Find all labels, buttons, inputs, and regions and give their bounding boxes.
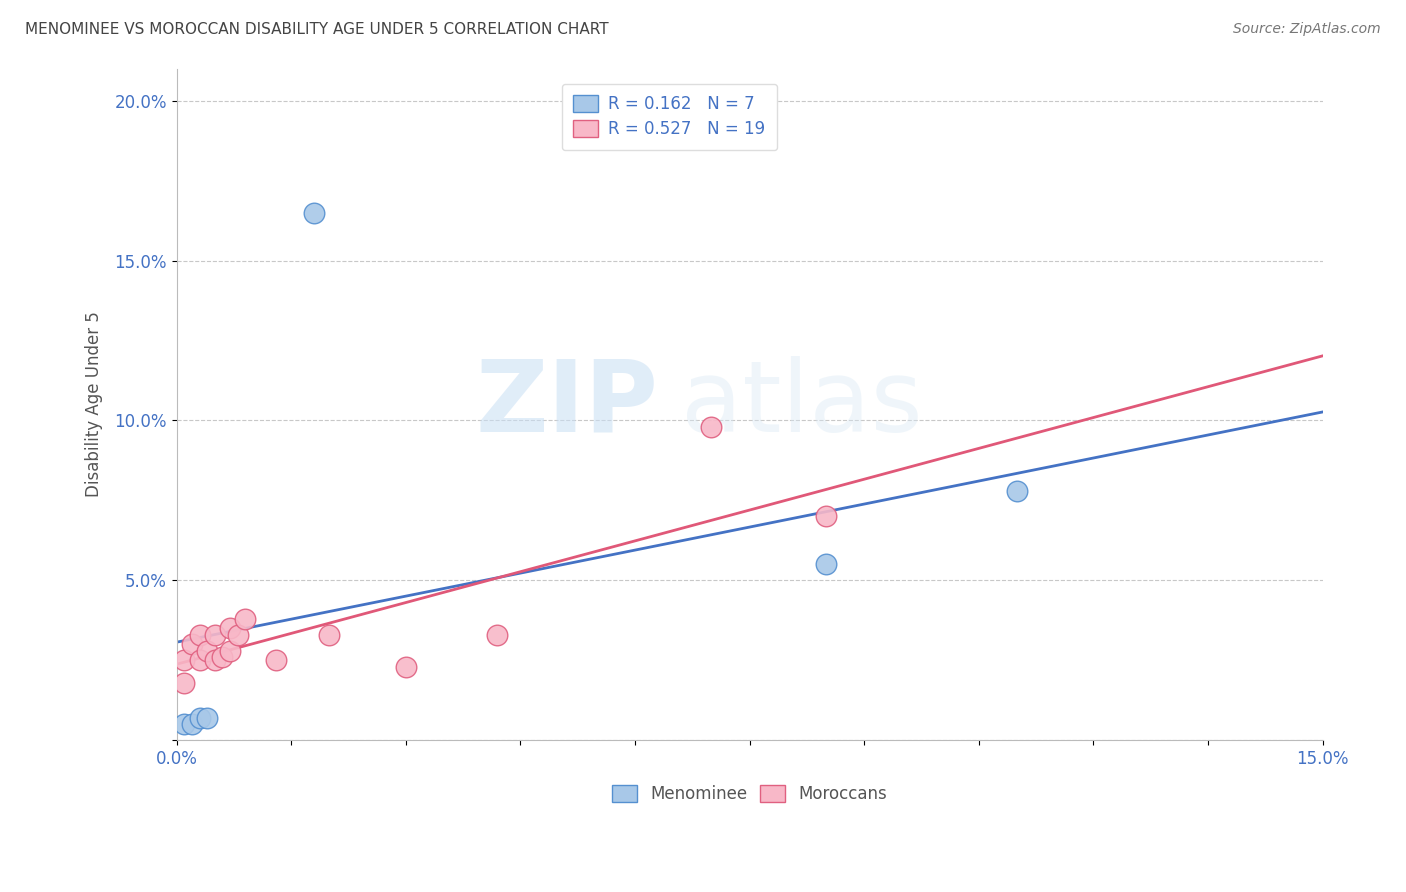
Point bbox=[318, 628, 340, 642]
Point bbox=[188, 711, 211, 725]
Point bbox=[486, 628, 509, 642]
Point bbox=[211, 650, 233, 665]
Point bbox=[173, 676, 195, 690]
Point bbox=[395, 660, 418, 674]
Point bbox=[188, 653, 211, 667]
Point bbox=[195, 711, 218, 725]
Point bbox=[180, 638, 202, 652]
Point bbox=[814, 509, 837, 524]
Point bbox=[188, 628, 211, 642]
Point bbox=[173, 717, 195, 731]
Point bbox=[264, 653, 287, 667]
Point bbox=[195, 644, 218, 658]
Text: ZIP: ZIP bbox=[475, 356, 658, 453]
Text: atlas: atlas bbox=[681, 356, 922, 453]
Text: Source: ZipAtlas.com: Source: ZipAtlas.com bbox=[1233, 22, 1381, 37]
Point bbox=[814, 558, 837, 572]
Point bbox=[235, 612, 257, 626]
Y-axis label: Disability Age Under 5: Disability Age Under 5 bbox=[86, 311, 103, 498]
Point bbox=[173, 653, 195, 667]
Text: MENOMINEE VS MOROCCAN DISABILITY AGE UNDER 5 CORRELATION CHART: MENOMINEE VS MOROCCAN DISABILITY AGE UND… bbox=[25, 22, 609, 37]
Point bbox=[700, 420, 723, 434]
Point bbox=[219, 622, 242, 636]
Point bbox=[226, 628, 249, 642]
Point bbox=[204, 653, 226, 667]
Legend: Menominee, Moroccans: Menominee, Moroccans bbox=[602, 774, 897, 813]
Point bbox=[180, 717, 202, 731]
Point bbox=[1005, 483, 1028, 498]
Point bbox=[302, 205, 325, 219]
Point bbox=[219, 644, 242, 658]
Point bbox=[204, 628, 226, 642]
